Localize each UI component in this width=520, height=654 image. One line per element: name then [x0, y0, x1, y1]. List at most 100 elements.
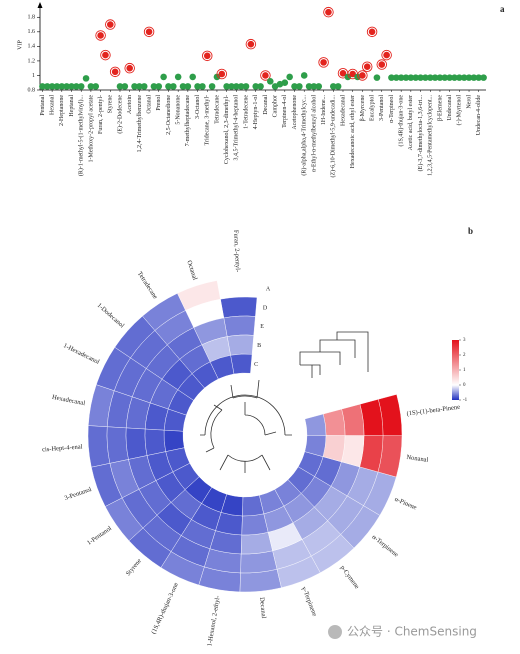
point: [286, 73, 293, 81]
heatmap-cell: [223, 315, 256, 337]
point: [82, 75, 90, 82]
point: [373, 74, 381, 81]
x-tick-label: (R)-1-methyl-5-(1-methylvinyl)...: [78, 95, 85, 177]
column-label: α-Pinene: [393, 496, 417, 512]
point: [475, 74, 483, 81]
point: [77, 83, 85, 90]
column-label: Hexadecanal: [51, 394, 85, 407]
point: [296, 83, 303, 90]
x-tick-label: Styrene: [108, 95, 114, 114]
column-label: (1S,4R)-thujan-3-one: [150, 581, 180, 635]
heatmap-cell: [106, 426, 129, 464]
point: [349, 70, 356, 78]
point: [426, 74, 434, 81]
point: [136, 83, 143, 90]
point: [53, 83, 61, 90]
x-tick-label: (E)-3,7-dimethylocta-1,3,6-tri...: [417, 95, 424, 172]
x-tick-label: Furan, 2-pentyl-: [98, 95, 104, 134]
point: [368, 28, 376, 36]
point: [242, 83, 250, 90]
point: [39, 83, 46, 90]
colorbar-tick-label: 1: [463, 368, 466, 373]
heatmap-cell: [241, 513, 269, 536]
column-label: 1-Hexadecanol: [62, 342, 101, 366]
x-tick-label: (1S,4R)-thujan-3-one: [398, 95, 405, 147]
point-halo: [381, 49, 392, 61]
point: [334, 83, 342, 90]
point: [121, 83, 129, 90]
point: [233, 83, 240, 90]
point: [213, 73, 221, 81]
point: [126, 64, 133, 72]
x-tick-label: 3-Pentanol: [379, 95, 385, 121]
point: [359, 72, 366, 79]
row-label: C: [254, 362, 258, 368]
point: [63, 83, 70, 90]
point-halo: [361, 61, 373, 72]
x-tick-label: 4-Heptyn-1-ol: [253, 95, 259, 130]
column-label: p-Cymene: [339, 564, 361, 590]
point-halo: [216, 68, 228, 80]
point: [436, 74, 444, 81]
point: [329, 83, 337, 90]
point-halo: [260, 70, 271, 81]
point: [160, 73, 167, 81]
point: [73, 83, 80, 90]
x-tick-label: α-Ethyl-α-methylbenzyl alcohol: [311, 95, 317, 172]
column-label: α-Terpinene: [371, 534, 400, 559]
x-tick-label: β-Elemene: [437, 95, 443, 121]
point: [397, 74, 405, 81]
point: [431, 74, 439, 81]
y-tick-label: 1.2: [28, 58, 36, 64]
point: [393, 74, 400, 81]
x-tick-label: 2,5-Octanedione: [166, 95, 172, 135]
point: [174, 73, 182, 81]
x-tick-label: β-Myrcene: [360, 95, 366, 122]
point: [145, 28, 153, 36]
column-label: cis-Hept-4-enal: [42, 443, 83, 453]
colorbar-tick-label: 2: [463, 353, 466, 358]
point: [68, 83, 75, 90]
point: [305, 83, 313, 90]
watermark-text: 公众号 · ChemSensing: [347, 625, 477, 639]
panel-label: a: [500, 4, 505, 14]
point: [150, 83, 158, 90]
y-tick-label: 1: [32, 73, 35, 79]
point-halo: [366, 26, 378, 38]
x-tick-label: Octanal: [146, 95, 152, 114]
point: [228, 83, 235, 90]
point-halo: [95, 30, 106, 41]
point: [383, 51, 390, 59]
x-tick-label: α-Terpineol: [389, 95, 395, 123]
point: [262, 72, 269, 79]
point: [48, 83, 56, 90]
x-tick-label: 1,2,4-Trimethylbenzene: [137, 95, 143, 153]
x-tick-label: (Z)-6,10-Dimethyl-5,9-undecadi...: [330, 95, 337, 178]
row-label: D: [263, 305, 268, 311]
column-label: Octanal: [185, 260, 198, 282]
row-label: A: [266, 287, 271, 293]
point-halo: [245, 38, 257, 50]
point: [300, 72, 308, 79]
x-tick-label: 7-methylheptadecane: [185, 95, 191, 147]
y-tick-label: 0.8: [28, 87, 36, 93]
x-tick-label: Hexanal: [49, 95, 55, 115]
point: [203, 52, 211, 60]
x-tick-label: 5-Nonanone: [176, 95, 182, 125]
point-halo: [124, 62, 135, 74]
x-tick-label: Tridecane, 3-methyl-: [205, 95, 211, 145]
x-tick-label: (R)-alpha,alpha,4-Trimethylcyc...: [301, 95, 308, 176]
point: [106, 21, 114, 28]
point: [140, 83, 148, 90]
point: [344, 73, 352, 81]
column-dendrogram: [200, 379, 292, 473]
row-dendrogram: [299, 331, 369, 378]
colorbar-tick-label: 0: [463, 383, 466, 388]
point: [208, 83, 216, 90]
x-tick-label: Nerol: [466, 95, 472, 109]
x-tick-label: 2-Heptanone: [59, 95, 65, 126]
point-halo: [376, 59, 388, 70]
point: [131, 83, 138, 90]
dendro-branch: [230, 379, 260, 399]
